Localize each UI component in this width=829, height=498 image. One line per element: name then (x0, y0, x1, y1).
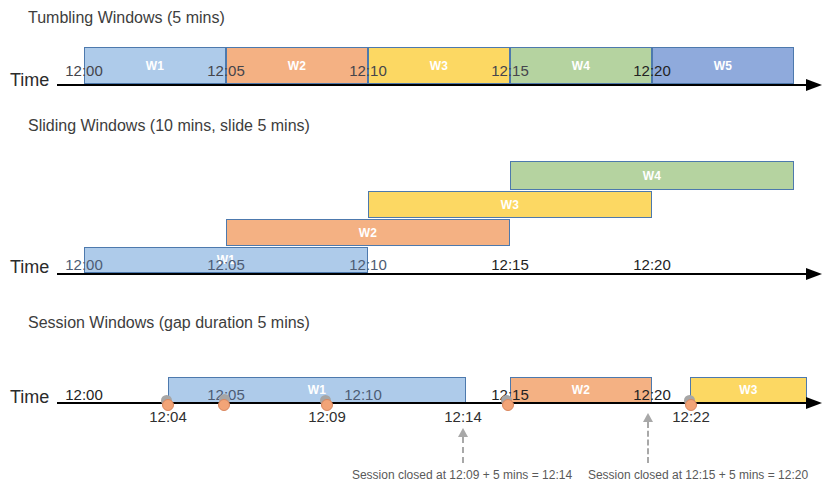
tumbling-window-w2: W2 (226, 47, 368, 84)
session-timeline-arrow-icon (806, 397, 822, 409)
session-window-w2: W2 (510, 377, 652, 403)
sliding-title: Sliding Windows (10 mins, slide 5 mins) (28, 117, 310, 135)
windowing-diagram: Tumbling Windows (5 mins) Time W1 W2 W3 … (0, 0, 829, 498)
session-event-label-1214: 12:14 (444, 408, 482, 425)
tumbling-tick-1210: 12:10 (349, 62, 387, 79)
sliding-window-w4: W4 (510, 161, 794, 190)
tumbling-tick-1200: 12:00 (65, 62, 103, 79)
tumbling-window-w4: W4 (510, 47, 652, 84)
tumbling-timeline (57, 84, 809, 86)
sliding-tick-1215: 12:15 (491, 256, 529, 273)
sliding-timeline (57, 273, 809, 275)
session-title: Session Windows (gap duration 5 mins) (28, 314, 310, 332)
callout-arrow-up-icon (643, 413, 653, 422)
session-event-dot-1204 (162, 399, 174, 411)
tumbling-window-w3: W3 (368, 47, 510, 84)
session-event-dot-1222 (685, 399, 697, 411)
session-event-dot-1215 (502, 399, 514, 411)
session-window-w2-label: W2 (572, 383, 591, 397)
sliding-window-w3: W3 (368, 191, 652, 218)
sliding-window-w4-label: W4 (643, 169, 662, 183)
tumbling-window-w3-label: W3 (430, 59, 449, 73)
sliding-window-w2-label: W2 (359, 226, 378, 240)
sliding-time-axis-label: Time (10, 257, 49, 278)
tumbling-window-w1: W1 (84, 47, 226, 84)
tumbling-window-w5: W5 (652, 47, 794, 84)
session-tick-1210: 12:10 (344, 386, 382, 403)
sliding-tick-1205: 12:05 (207, 256, 245, 273)
tumbling-tick-1205: 12:05 (207, 62, 245, 79)
session-annotation-1: Session closed at 12:09 + 5 mins = 12:14 (352, 468, 572, 482)
session-time-axis-label: Time (10, 387, 49, 408)
tumbling-window-w4-label: W4 (572, 59, 591, 73)
tumbling-window-w2-label: W2 (288, 59, 307, 73)
sliding-window-w3-label: W3 (501, 198, 520, 212)
session-window-w3: W3 (690, 377, 807, 403)
tumbling-tick-1220: 12:20 (633, 62, 671, 79)
session-tick-1220: 12:20 (633, 386, 671, 403)
sliding-tick-1210: 12:10 (349, 256, 387, 273)
tumbling-tick-1215: 12:15 (491, 62, 529, 79)
callout-arrow-line (462, 437, 464, 463)
tumbling-window-w5-label: W5 (714, 59, 733, 73)
session-window-w3-label: W3 (739, 383, 758, 397)
sliding-tick-1220: 12:20 (633, 256, 671, 273)
sliding-tick-1200: 12:00 (65, 256, 103, 273)
session-event-dot-1209 (321, 399, 333, 411)
session-event-dot-1205 (218, 399, 230, 411)
tumbling-title: Tumbling Windows (5 mins) (28, 9, 225, 27)
callout-arrow-line (647, 422, 649, 463)
session-tick-1200: 12:00 (65, 386, 103, 403)
tumbling-timeline-arrow-icon (806, 79, 822, 91)
tumbling-window-w1-label: W1 (146, 59, 165, 73)
session-annotation-2: Session closed at 12:15 + 5 mins = 12:20 (588, 468, 808, 482)
callout-arrow-up-icon (458, 428, 468, 437)
tumbling-time-axis-label: Time (10, 70, 49, 91)
sliding-window-w2: W2 (226, 219, 510, 246)
sliding-timeline-arrow-icon (806, 268, 822, 280)
